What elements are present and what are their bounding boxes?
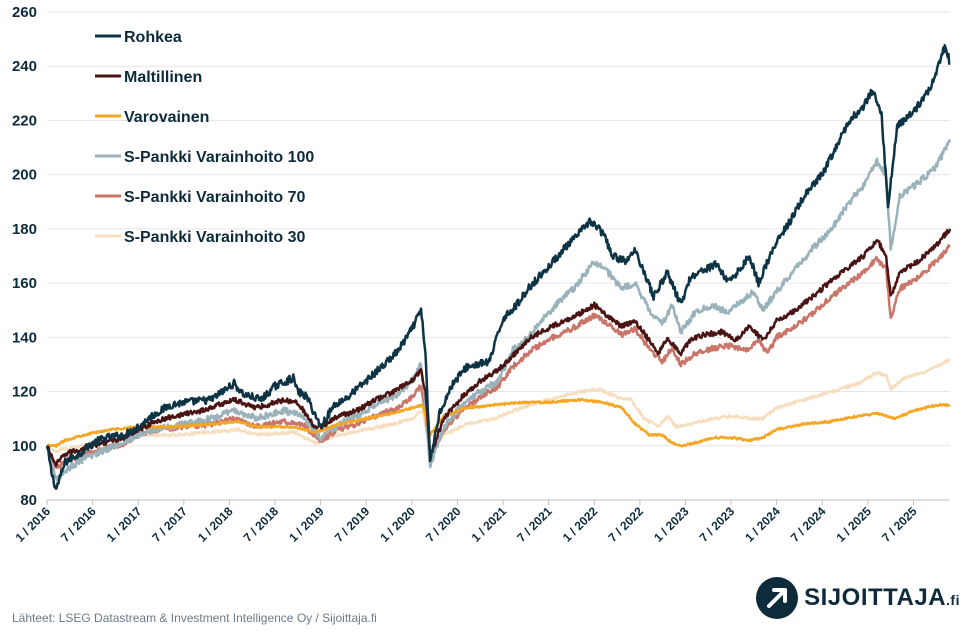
logo-text: SIJOITTAJA.fi	[804, 584, 960, 611]
x-tick-label: 1 / 2020	[377, 504, 418, 545]
y-tick-label: 100	[12, 438, 37, 455]
x-tick-label: 7 / 2019	[332, 504, 373, 545]
x-tick-label: 7 / 2016	[58, 504, 99, 545]
x-tick-label: 1 / 2018	[195, 504, 236, 545]
x-tick-label: 7 / 2018	[241, 504, 282, 545]
x-tick-label: 1 / 2019	[286, 504, 327, 545]
x-tick-label: 1 / 2025	[833, 504, 874, 545]
series-line-varovainen	[46, 397, 951, 448]
y-tick-label: 220	[12, 112, 37, 129]
y-tick-label: 200	[12, 167, 37, 184]
y-tick-label: 180	[12, 221, 37, 238]
y-tick-label: 240	[12, 58, 37, 75]
legend-label: S-Pankki Varainhoito 70	[124, 189, 306, 206]
x-tick-label: 7 / 2024	[788, 504, 829, 545]
series-line-s-pankki-varainhoito-100	[45, 139, 952, 482]
sijoittaja-logo: SIJOITTAJA.fi	[756, 577, 960, 619]
x-tick-label: 7 / 2025	[879, 504, 920, 545]
gridlines	[47, 11, 950, 501]
legend-label: Maltillinen	[124, 69, 202, 86]
y-tick-label: 140	[12, 329, 37, 346]
x-tick-label: 1 / 2016	[13, 504, 54, 545]
x-tick-label: 7 / 2021	[514, 504, 555, 545]
y-axis: 80 100 120 140 160 180 200 220 240 260	[12, 4, 37, 509]
legend-label: Rohkea	[124, 29, 182, 46]
x-tick-label: 7 / 2017	[149, 504, 190, 545]
y-tick-label: 120	[12, 384, 37, 401]
legend-label: S-Pankki Varainhoito 30	[124, 229, 306, 246]
source-note: Lähteet: LSEG Datastream & Investment In…	[12, 611, 377, 625]
x-tick-label: 7 / 2020	[423, 504, 464, 545]
legend-label: Varovainen	[124, 109, 209, 126]
x-tick-label: 7 / 2023	[697, 504, 738, 545]
y-tick-label: 160	[12, 275, 37, 292]
x-tick-label: 1 / 2022	[560, 504, 601, 545]
legend: Rohkea Maltillinen Varovainen S-Pankki Vara…	[95, 29, 314, 246]
x-tick-label: 1 / 2017	[104, 504, 145, 545]
legend-label: S-Pankki Varainhoito 100	[124, 149, 314, 166]
series-lines	[45, 44, 952, 491]
series-line-s-pankki-varainhoito-30	[46, 357, 951, 457]
series-line-maltillinen	[46, 228, 952, 468]
x-tick-label: 1 / 2023	[651, 504, 692, 545]
y-tick-label: 260	[12, 4, 37, 21]
x-axis: 1 / 2016 7 / 2016 1 / 2017 7 / 2017 1 / 2018…	[13, 499, 950, 545]
logo-arrow-icon	[756, 577, 799, 619]
x-tick-label: 7 / 2022	[605, 504, 646, 545]
x-tick-label: 1 / 2024	[742, 504, 783, 545]
y-tick-label: 80	[20, 492, 37, 509]
series-line-rohkea	[45, 44, 951, 491]
x-tick-label: 1 / 2021	[469, 504, 510, 545]
